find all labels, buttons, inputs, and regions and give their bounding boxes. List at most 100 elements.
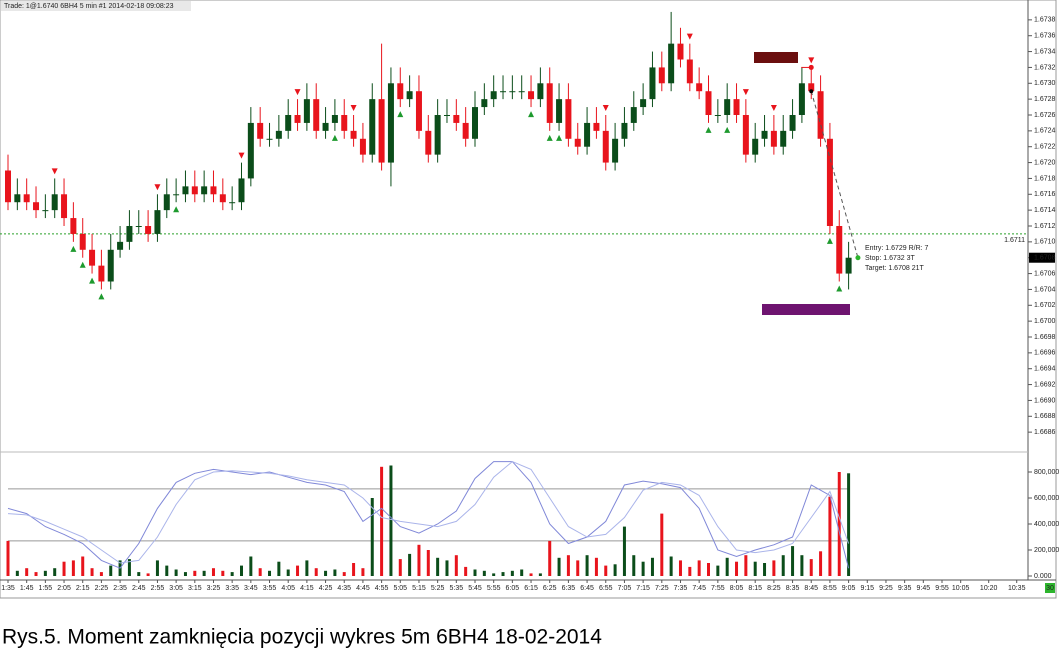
volume-bar	[660, 513, 664, 576]
volume-bar	[576, 560, 580, 576]
candle-body	[761, 130, 768, 139]
candle-body	[79, 233, 86, 250]
volume-bar	[529, 573, 533, 576]
y-tick-label: 1.6686	[1034, 429, 1056, 436]
candle-body	[556, 99, 563, 123]
volume-bar	[473, 569, 477, 576]
candle-body	[154, 210, 161, 234]
candle-body	[33, 202, 40, 211]
candle-body	[266, 138, 273, 140]
candle-body	[107, 249, 114, 282]
x-tick-label: 2:15	[76, 585, 90, 592]
x-tick-label: 4:15	[300, 585, 314, 592]
y-tick-label: 1.6694	[1034, 366, 1056, 373]
volume-bar	[632, 555, 636, 576]
volume-bar	[99, 572, 103, 576]
candle-body	[359, 138, 366, 155]
volume-bar	[146, 573, 150, 576]
volume-bar	[361, 568, 365, 576]
candle-body	[51, 194, 58, 211]
volume-bar	[127, 559, 131, 576]
entry-dot	[809, 89, 814, 94]
x-tick-label: 3:45	[244, 585, 258, 592]
x-tick-label: 9:05	[842, 585, 856, 592]
candle-body	[584, 122, 591, 147]
sell-signal	[602, 105, 609, 111]
x-tick-label: 2:05	[57, 585, 71, 592]
candle-body	[490, 91, 497, 100]
x-tick-label: 4:05	[281, 585, 295, 592]
candle-body	[565, 99, 572, 139]
buy-signal	[331, 134, 338, 141]
volume-bar	[510, 570, 514, 576]
candle-body	[668, 43, 675, 84]
volume-bar	[725, 557, 729, 576]
volume-bar	[753, 561, 757, 576]
annotation: Target: 1.6708 21T	[865, 265, 924, 272]
x-tick-label: 10:05	[952, 585, 970, 592]
candle-body	[275, 130, 282, 139]
x-tick-label: 8:05	[730, 585, 744, 592]
volume-bar	[688, 566, 692, 576]
volume-bar	[454, 555, 458, 576]
volume-bar	[380, 466, 384, 576]
candle-body	[574, 138, 581, 147]
volume-bar	[193, 570, 197, 576]
target-dot	[855, 255, 861, 261]
candle-body	[350, 130, 357, 139]
candle-body	[201, 186, 208, 195]
y-tick-label: 1.6730	[1034, 80, 1056, 87]
volume-tick-label: 400,000	[1034, 521, 1059, 528]
volume-bar	[791, 546, 795, 576]
candle-body	[173, 194, 180, 196]
candle-body	[686, 59, 693, 84]
buy-signal	[556, 134, 563, 141]
volume-bar	[258, 568, 262, 576]
volume-bar	[155, 560, 159, 576]
y-tick-label: 1.6690	[1034, 397, 1056, 404]
candle-body	[630, 107, 637, 123]
candle-body	[518, 91, 525, 93]
y-tick-label: 1.6704	[1034, 286, 1056, 293]
volume-bar	[314, 568, 318, 576]
candle-body	[303, 99, 310, 123]
x-tick-label: 6:45	[580, 585, 594, 592]
stochastic-line	[7, 461, 850, 564]
x-tick-label: 8:45	[804, 585, 818, 592]
volume-bar	[772, 560, 776, 576]
sell-signal	[350, 105, 357, 111]
buy-signal	[546, 134, 553, 141]
stop-box	[754, 52, 798, 63]
candle-body	[528, 91, 535, 100]
x-tick-label: 4:45	[356, 585, 370, 592]
volume-bar	[585, 555, 589, 576]
x-tick-label: 7:25	[655, 585, 669, 592]
volume-bar	[763, 563, 767, 576]
y-tick-label: 1.6696	[1034, 350, 1056, 357]
trade-line	[810, 91, 859, 258]
x-tick-label: 4:25	[319, 585, 333, 592]
x-tick-label: 3:15	[188, 585, 202, 592]
volume-bar	[650, 557, 654, 576]
sell-signal	[51, 168, 58, 175]
sell-signal	[770, 105, 777, 111]
caption: Rys.5. Moment zamknięcia pozycji wykres …	[2, 626, 602, 649]
volume-bar	[249, 556, 253, 576]
candle-body	[322, 122, 329, 131]
sell-signal	[686, 33, 693, 40]
volume-bar	[15, 570, 19, 576]
candle-body	[14, 194, 21, 203]
volume-bar	[735, 561, 739, 576]
volume-bar	[828, 496, 832, 576]
volume-bar	[62, 561, 66, 576]
stop-dot	[808, 64, 814, 70]
volume-bar	[501, 572, 505, 576]
candle-body	[621, 122, 628, 139]
volume-tick-label: 600,000	[1034, 495, 1059, 502]
x-tick-label: 10:35	[1008, 585, 1026, 592]
volume-bar	[538, 573, 542, 576]
buy-signal	[70, 245, 77, 252]
candle-body	[145, 226, 152, 234]
last-price-box	[1029, 252, 1055, 263]
